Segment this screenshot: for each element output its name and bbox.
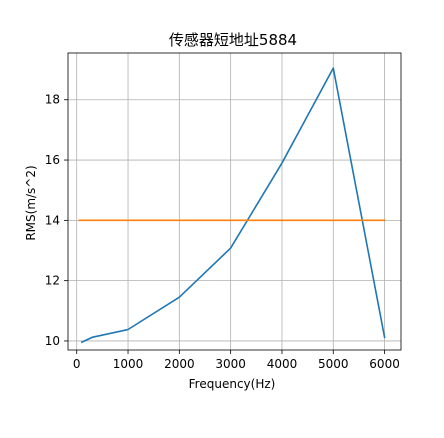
series-line-1	[80, 67, 386, 344]
x-tick-label: 1000	[113, 357, 144, 371]
x-tick-label: 4000	[267, 357, 298, 371]
series-layer	[78, 67, 386, 344]
x-tick-label: 3000	[215, 357, 246, 371]
tick-layer: 0 1000 2000 3000 4000 5000 6000 10 12 14 16 18	[45, 93, 400, 371]
y-tick-label: 16	[45, 153, 60, 167]
x-tick-label: 6000	[369, 357, 400, 371]
y-tick-label: 10	[45, 334, 60, 348]
x-tick-label: 5000	[318, 357, 349, 371]
y-tick-label: 14	[45, 213, 60, 227]
y-tick-label: 12	[45, 274, 60, 288]
plot-frame	[67, 52, 402, 351]
chart-title: 传感器短地址5884	[169, 31, 297, 49]
y-axis-label: RMS(m/s^2)	[24, 165, 38, 240]
x-tick-label: 2000	[164, 357, 195, 371]
y-tick-label: 18	[45, 93, 60, 107]
x-axis-label: Frequency(Hz)	[189, 377, 276, 391]
grid-layer	[68, 53, 401, 350]
x-tick-label: 0	[73, 357, 81, 371]
